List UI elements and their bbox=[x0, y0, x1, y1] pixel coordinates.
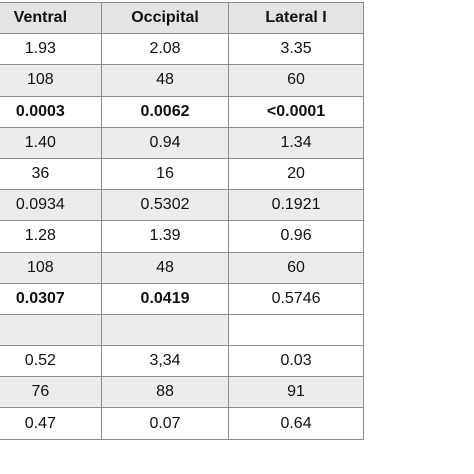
table-cell: 76 bbox=[0, 376, 102, 409]
table-cell: 0.0419 bbox=[100, 282, 230, 315]
table-cell: 3,34 bbox=[100, 345, 230, 378]
table-cell: 48 bbox=[100, 64, 230, 97]
table-cell: 0.52 bbox=[0, 345, 102, 378]
table-cell: 20 bbox=[228, 157, 364, 191]
table-row: 36 16 20 bbox=[0, 157, 364, 191]
table-cell bbox=[0, 313, 102, 347]
table-row: 2 0.0307 0.0419 0.5746 bbox=[0, 282, 364, 315]
table-cell: 91 bbox=[228, 376, 364, 409]
table-cell: 0.96 bbox=[228, 220, 364, 253]
table-cell: 0.0934 bbox=[0, 189, 102, 222]
table-row: 1.40 0.94 1.34 bbox=[0, 126, 364, 159]
table-row: 1.28 1.39 0.96 bbox=[0, 220, 364, 253]
table-cell: 0.07 bbox=[100, 407, 230, 440]
header-ventral: Ventral bbox=[0, 1, 102, 35]
table-row: 0.47 0.07 0.64 bbox=[0, 407, 364, 440]
statistics-table: Ventral Occipital Lateral I 1.93 2.08 3.… bbox=[0, 1, 364, 440]
table-row: 4 0.52 3,34 0.03 bbox=[0, 345, 364, 378]
table-cell: 1.34 bbox=[228, 126, 364, 159]
table-cell: 108 bbox=[0, 251, 102, 284]
table-cell: 0.1921 bbox=[228, 189, 364, 222]
header-occipital: Occipital bbox=[100, 1, 230, 35]
table-cell: 0.5302 bbox=[100, 189, 230, 222]
table-row: 108 48 60 bbox=[0, 251, 364, 284]
table-cell: 0.47 bbox=[0, 407, 102, 440]
table-header-row: Ventral Occipital Lateral I bbox=[0, 1, 364, 35]
table-cell: 0.0062 bbox=[100, 95, 230, 128]
table-row: 76 88 91 bbox=[0, 376, 364, 409]
table-row: / 0.0934 0.5302 0.1921 bbox=[0, 189, 364, 222]
table-cell bbox=[228, 313, 364, 347]
table-cell: 88 bbox=[100, 376, 230, 409]
table-row: 108 48 60 bbox=[0, 64, 364, 97]
table-cell bbox=[100, 313, 230, 347]
table-cell: 60 bbox=[228, 251, 364, 284]
table-cell: 3.35 bbox=[228, 33, 364, 66]
table-cell: 60 bbox=[228, 64, 364, 97]
table-cell: 0.0003 bbox=[0, 95, 102, 128]
table-cell: 0.94 bbox=[100, 126, 230, 159]
table-cell: 0.5746 bbox=[228, 282, 364, 315]
table-row bbox=[0, 313, 364, 347]
table-cell: 1.28 bbox=[0, 220, 102, 253]
table-cell: 0.0307 bbox=[0, 282, 102, 315]
table-cell: <0.0001 bbox=[228, 95, 364, 128]
table-row: 1 0.0003 0.0062 <0.0001 bbox=[0, 95, 364, 128]
table-cell: 108 bbox=[0, 64, 102, 97]
table-row: 1.93 2.08 3.35 bbox=[0, 33, 364, 66]
table-cell: 1.39 bbox=[100, 220, 230, 253]
table-cell: 48 bbox=[100, 251, 230, 284]
table-cell: 0.64 bbox=[228, 407, 364, 440]
table-cell: 1.40 bbox=[0, 126, 102, 159]
header-lateral: Lateral I bbox=[228, 1, 364, 35]
table-cell: 0.03 bbox=[228, 345, 364, 378]
table-cell: 16 bbox=[100, 157, 230, 191]
table-cell: 36 bbox=[0, 157, 102, 191]
table-cell: 2.08 bbox=[100, 33, 230, 66]
table-cell: 1.93 bbox=[0, 33, 102, 66]
